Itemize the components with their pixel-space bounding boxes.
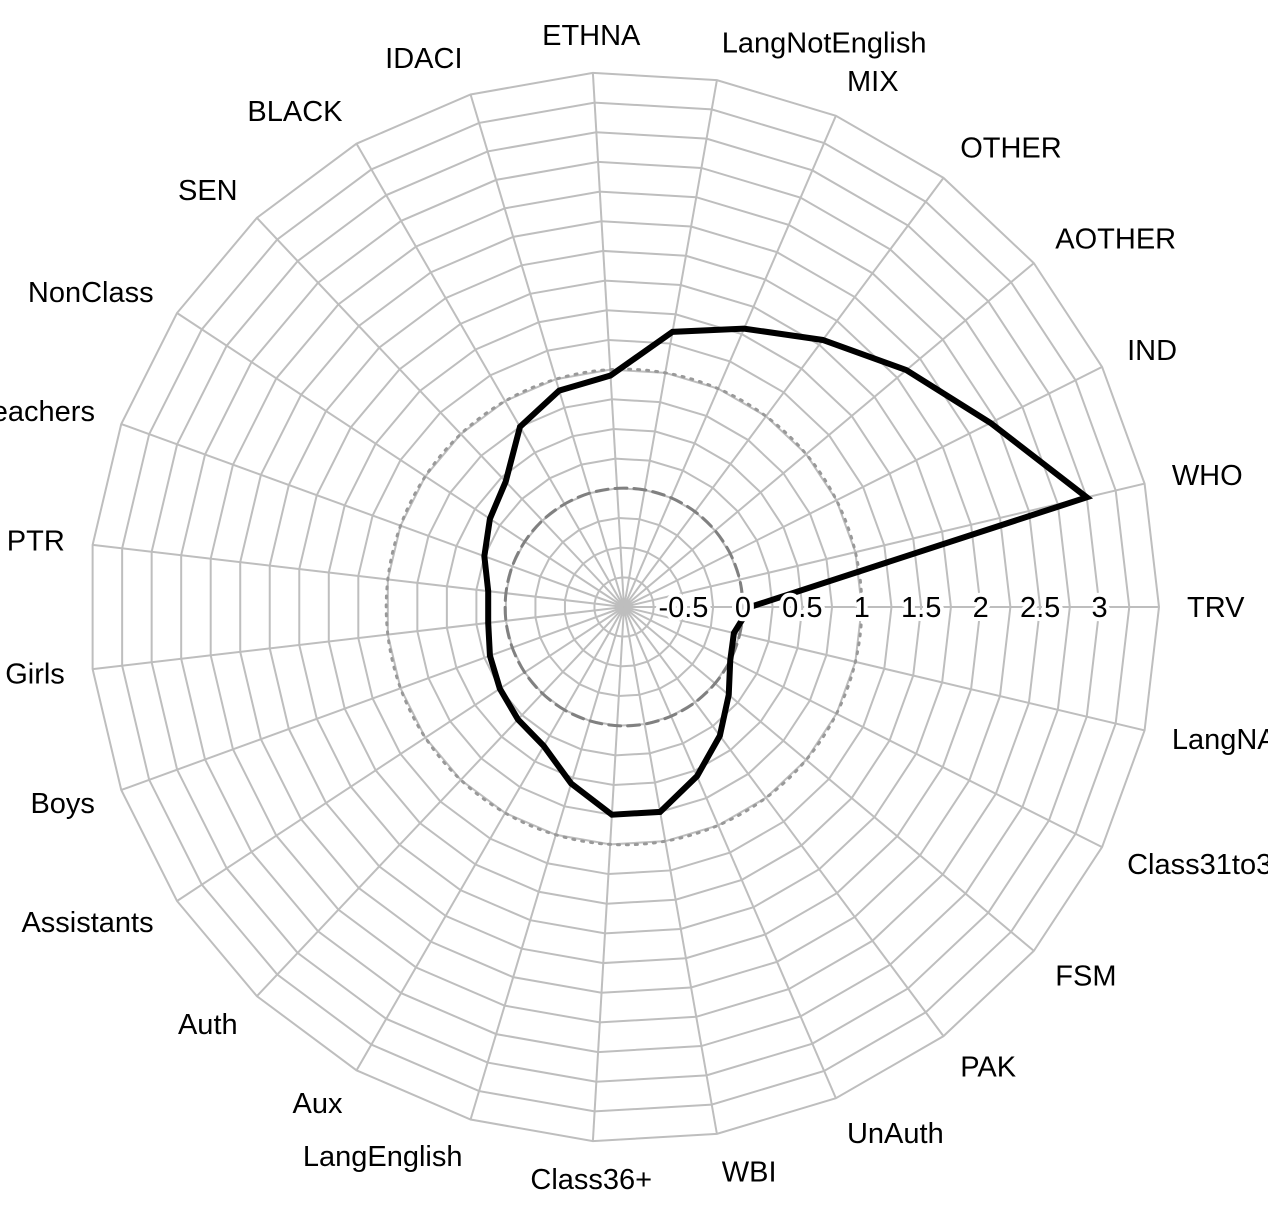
- grid-ring: [91, 71, 1161, 1143]
- category-label: Class31to35: [1127, 849, 1268, 881]
- grid-ring: [327, 309, 923, 905]
- category-label: WBI: [722, 1156, 777, 1188]
- grid-spoke: [355, 606, 625, 1071]
- category-label: Aux: [293, 1088, 343, 1120]
- category-label: PAK: [960, 1052, 1017, 1084]
- grid-spoke: [355, 143, 625, 608]
- grid-ring: [268, 249, 982, 965]
- grid-spoke: [623, 606, 837, 1099]
- series-layer: [481, 325, 1094, 818]
- category-label: AOTHER: [1055, 224, 1176, 256]
- radial-tick-label: 2.5: [1020, 592, 1060, 624]
- category-label: LangEnglish: [303, 1141, 463, 1173]
- category-label: Class36+: [530, 1164, 652, 1196]
- grid-spoke: [623, 606, 1103, 849]
- grid-spoke: [623, 115, 837, 608]
- grid-ring: [357, 338, 893, 876]
- radial-tick-label: 0: [735, 592, 751, 624]
- category-label: Auth: [178, 1009, 238, 1041]
- grid-ring: [475, 457, 774, 757]
- category-label: BLACK: [247, 96, 343, 128]
- category-labels: TRV WHO IND AOTHER OTHER MIX LangNotEnglish ETH…: [0, 20, 1268, 1196]
- category-label: Boys: [30, 788, 94, 820]
- grid-spoke: [120, 606, 625, 791]
- grid-spoke: [469, 94, 625, 608]
- category-label: LangNA: [1172, 724, 1268, 756]
- grid-ring: [416, 398, 834, 816]
- radial-tick-label: 1.5: [901, 592, 941, 624]
- grid-spoke: [120, 423, 625, 608]
- radial-tick-labels: -0.5 0 0.5 1 1.5 2 2.5 3: [654, 588, 1111, 628]
- category-label: Assistants: [21, 907, 153, 939]
- grid-ring: [298, 279, 952, 935]
- category-label: NonClass: [28, 277, 154, 309]
- category-label: MIX: [847, 66, 899, 98]
- category-label: Girls: [5, 659, 65, 691]
- radial-tick-label: 2: [973, 592, 989, 624]
- grid-spoke: [623, 606, 1145, 732]
- category-label: UnAuth: [847, 1118, 944, 1150]
- grid-spoke: [623, 606, 945, 1037]
- category-label: SEN: [178, 175, 238, 207]
- grid-ring: [563, 546, 685, 668]
- grid-spoke: [623, 262, 1035, 608]
- grid-spoke: [623, 177, 945, 608]
- series-line: [481, 325, 1094, 818]
- grid-spoke: [92, 543, 625, 608]
- grid-spoke: [623, 79, 718, 608]
- grid-spoke: [623, 606, 718, 1135]
- grid-spoke: [256, 606, 625, 997]
- category-label: LangNotEnglish: [722, 28, 927, 60]
- grid: [91, 71, 1161, 1143]
- grid-ring: [150, 131, 1101, 1083]
- grid-spoke: [469, 606, 625, 1120]
- reference-circles: [384, 367, 864, 847]
- category-label: IND: [1127, 335, 1177, 367]
- radial-tick-label: 0.5: [782, 592, 822, 624]
- grid-spoke: [176, 312, 625, 608]
- grid-ring: [239, 220, 1012, 994]
- reference-circle: [384, 367, 864, 847]
- grid-ring: [180, 160, 1071, 1054]
- radial-tick-label: -0.5: [658, 592, 708, 624]
- grid-spoke: [256, 217, 625, 608]
- radial-tick-label: 3: [1091, 592, 1107, 624]
- grid-spoke: [176, 606, 625, 902]
- grid-spoke: [623, 606, 1035, 952]
- category-label: ETHNA: [542, 20, 641, 52]
- grid-ring: [445, 427, 804, 787]
- category-label: FSM: [1055, 960, 1116, 992]
- grid-ring: [534, 516, 715, 698]
- category-label: TRV: [1187, 592, 1245, 624]
- grid-ring: [209, 190, 1042, 1024]
- grid-spoke: [92, 606, 625, 671]
- grid-spoke: [591, 72, 625, 608]
- grid-ring: [386, 368, 863, 846]
- category-label: PTR: [7, 525, 65, 557]
- grid-spoke: [591, 606, 625, 1142]
- category-label: WHO: [1172, 460, 1243, 492]
- category-label: Teachers: [0, 396, 95, 428]
- grid-spoke: [623, 365, 1103, 608]
- reference-circle: [503, 486, 745, 728]
- category-label: OTHER: [960, 132, 1061, 164]
- category-label: IDACI: [385, 43, 462, 75]
- grid-ring: [593, 576, 655, 638]
- radial-tick-label: 1: [854, 592, 870, 624]
- grid-ring: [121, 101, 1131, 1113]
